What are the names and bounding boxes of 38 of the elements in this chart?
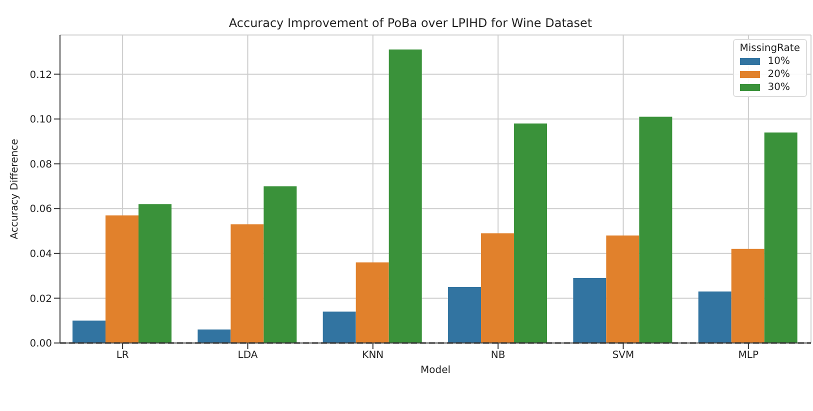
- legend-label: 10%: [768, 56, 790, 67]
- bar: [72, 320, 106, 343]
- y-tick-label: 0.08: [30, 159, 52, 170]
- y-axis-title: Accuracy Difference: [10, 138, 21, 240]
- x-axis-title: Model: [420, 365, 451, 376]
- bar: [639, 116, 672, 343]
- bar: [106, 215, 139, 343]
- legend-label: 30%: [768, 82, 790, 93]
- legend-title: MissingRate: [740, 43, 800, 54]
- bar: [606, 235, 640, 343]
- chart-title: Accuracy Improvement of PoBa over LPIHD for Wine Dataset: [228, 16, 594, 30]
- y-tick-label: 0.02: [30, 294, 52, 305]
- y-tick-label: 0.12: [30, 70, 52, 81]
- bar: [698, 291, 732, 343]
- bar: [138, 204, 172, 343]
- bar: [356, 262, 389, 343]
- bar: [764, 132, 798, 343]
- x-tick-label: KNN: [362, 350, 384, 362]
- bar: [481, 233, 514, 343]
- x-tick-label: MLP: [738, 350, 759, 362]
- bar: [264, 186, 297, 343]
- x-tick-label: LR: [116, 350, 129, 362]
- bar: [198, 330, 231, 343]
- bar: [322, 312, 356, 343]
- y-tick-label: 0.00: [30, 338, 52, 350]
- x-tick-label: NB: [490, 350, 506, 362]
- bar: [448, 287, 482, 343]
- bar: [230, 224, 264, 343]
- y-tick-label: 0.04: [30, 248, 52, 260]
- x-tick-label: SVM: [612, 350, 634, 362]
- bar: [573, 278, 606, 343]
- bar: [731, 248, 764, 343]
- x-tick-label: LDA: [238, 350, 258, 362]
- y-tick-label: 0.10: [30, 114, 52, 126]
- bar: [514, 123, 548, 343]
- legend-label: 20%: [768, 69, 790, 80]
- bar: [388, 50, 422, 343]
- y-tick-label: 0.06: [30, 204, 52, 216]
